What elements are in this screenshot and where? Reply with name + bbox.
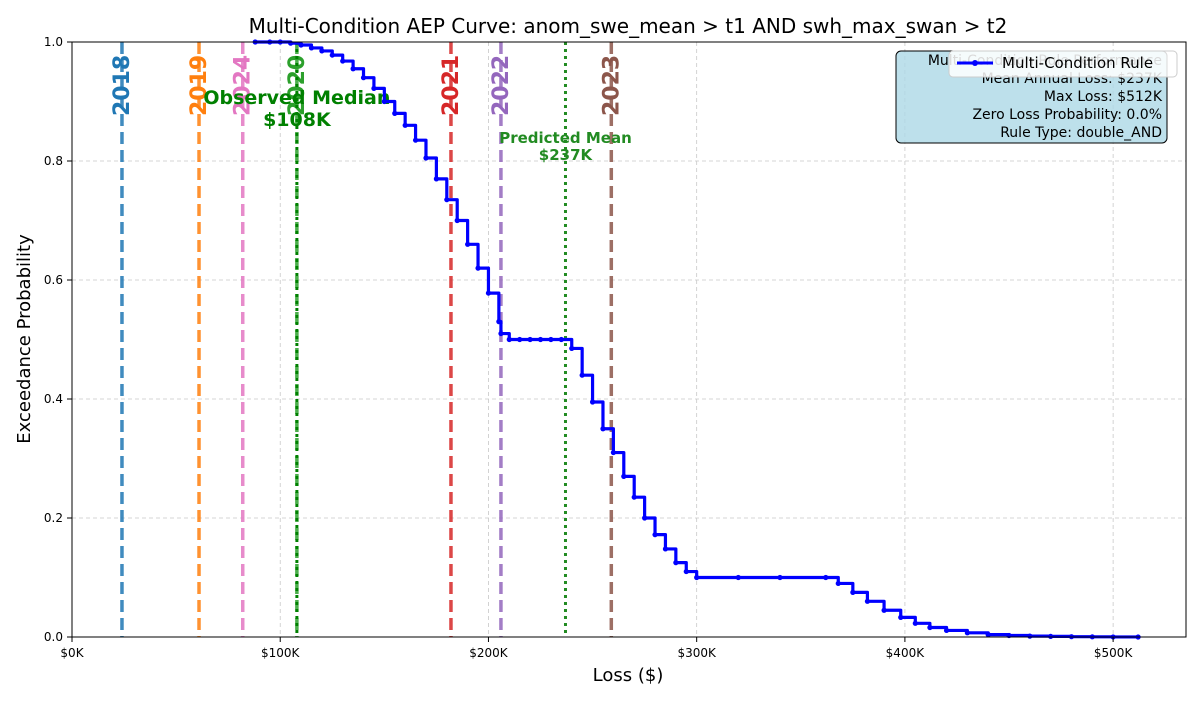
series-point	[652, 532, 658, 538]
x-tick-label: $300K	[677, 646, 717, 660]
y-tick-label: 0.0	[44, 630, 63, 644]
series-line	[255, 40, 1140, 639]
series-point	[444, 197, 450, 203]
series-point	[621, 473, 627, 479]
series-point	[392, 110, 398, 116]
series-point	[350, 66, 356, 72]
series-point	[642, 515, 648, 521]
series-point	[319, 48, 325, 54]
y-tick-label: 0.6	[44, 273, 63, 287]
series-point	[548, 336, 554, 343]
series-point	[498, 330, 504, 337]
series-point	[288, 40, 294, 46]
series-point	[735, 574, 741, 581]
legend-box	[948, 50, 1178, 78]
series-point	[1027, 633, 1033, 639]
reference-line-label: Predicted Mean	[499, 129, 632, 147]
x-tick-label: $400K	[886, 646, 926, 660]
legend: Multi-Condition Rule	[948, 50, 1178, 78]
y-tick-label: 1.0	[44, 35, 63, 49]
series-point	[527, 336, 533, 343]
x-axis-label: Loss ($)	[593, 665, 664, 686]
year-line-label-2018: 2018	[110, 55, 135, 116]
series-point	[423, 155, 429, 161]
series-point	[360, 75, 367, 81]
series-point	[465, 241, 471, 247]
info-box-line: Zero Loss Probability: 0.0%	[972, 107, 1162, 123]
series-point	[823, 574, 829, 581]
series-point	[433, 176, 439, 182]
series-point	[308, 45, 315, 51]
x-tick-label: $0K	[60, 646, 84, 660]
year-line-label-2023: 2023	[599, 55, 624, 116]
series-point	[777, 574, 783, 581]
year-line-label-2022: 2022	[489, 55, 514, 116]
series-point	[600, 426, 606, 432]
legend-marker	[972, 60, 978, 66]
series-point	[943, 627, 950, 634]
plot-frame	[71, 41, 1187, 638]
year-line-label-2021: 2021	[439, 55, 464, 116]
reference-lines: Observed Median$108K Predicted Mean$237K	[203, 42, 632, 637]
series-layer	[252, 39, 1141, 640]
legend-entry-label: Multi-Condition Rule	[1002, 54, 1153, 72]
reference-line-value: $108K	[263, 109, 332, 131]
x-tick-label: $100K	[261, 646, 301, 660]
series-point	[402, 122, 408, 128]
series-point	[340, 58, 346, 64]
series-point	[881, 607, 887, 613]
series-point	[610, 449, 616, 456]
series-point	[485, 290, 492, 296]
x-tick-label: $500K	[1094, 646, 1134, 660]
series-point	[964, 630, 970, 636]
series-point	[569, 345, 575, 352]
y-tick-label: 0.4	[44, 392, 63, 406]
series-point	[579, 372, 585, 378]
reference-line-value: $237K	[539, 146, 594, 164]
series-point	[912, 620, 918, 626]
info-box-line: Max Loss: $512K	[1044, 89, 1163, 105]
series-point	[683, 568, 689, 575]
year-line-label-2019: 2019	[187, 55, 212, 116]
series-point	[537, 336, 544, 343]
info-box-line: Rule Type: double_AND	[1000, 125, 1162, 141]
y-tick-label: 0.8	[44, 154, 63, 168]
series-point	[371, 85, 377, 92]
series-point	[506, 336, 512, 343]
series-point	[298, 42, 304, 48]
series-point	[694, 574, 700, 581]
series-point	[850, 589, 856, 595]
axes: $0K $100K $200K $300K $400K $500K 0.0 0.2 0.4 0.6…	[44, 35, 1134, 660]
series-point	[662, 546, 669, 552]
y-tick-label: 0.2	[44, 511, 63, 525]
series-point	[864, 598, 871, 604]
series-point	[496, 319, 502, 325]
series-point	[454, 217, 460, 224]
x-tick-label: $200K	[469, 646, 509, 660]
series-point	[927, 624, 933, 631]
series-point	[558, 336, 564, 343]
series-point	[898, 614, 904, 620]
series-point	[475, 265, 481, 271]
reference-line-label: Observed Median	[203, 87, 390, 109]
series-point	[589, 399, 596, 405]
year-lines: 2018201920242020202120222023	[110, 42, 624, 637]
year-line-label-2024: 2024	[231, 55, 256, 116]
series-point	[517, 336, 523, 343]
chart-title: Multi-Condition AEP Curve: anom_swe_mean…	[249, 14, 1008, 38]
series-point	[985, 632, 991, 638]
series-point	[412, 137, 419, 143]
series-point	[631, 494, 637, 500]
series-point	[1048, 633, 1054, 640]
series-point	[381, 98, 387, 105]
series-point	[329, 52, 335, 58]
y-axis-label: Exceedance Probability	[14, 234, 35, 444]
series-point	[673, 560, 679, 566]
series-point	[835, 580, 841, 587]
